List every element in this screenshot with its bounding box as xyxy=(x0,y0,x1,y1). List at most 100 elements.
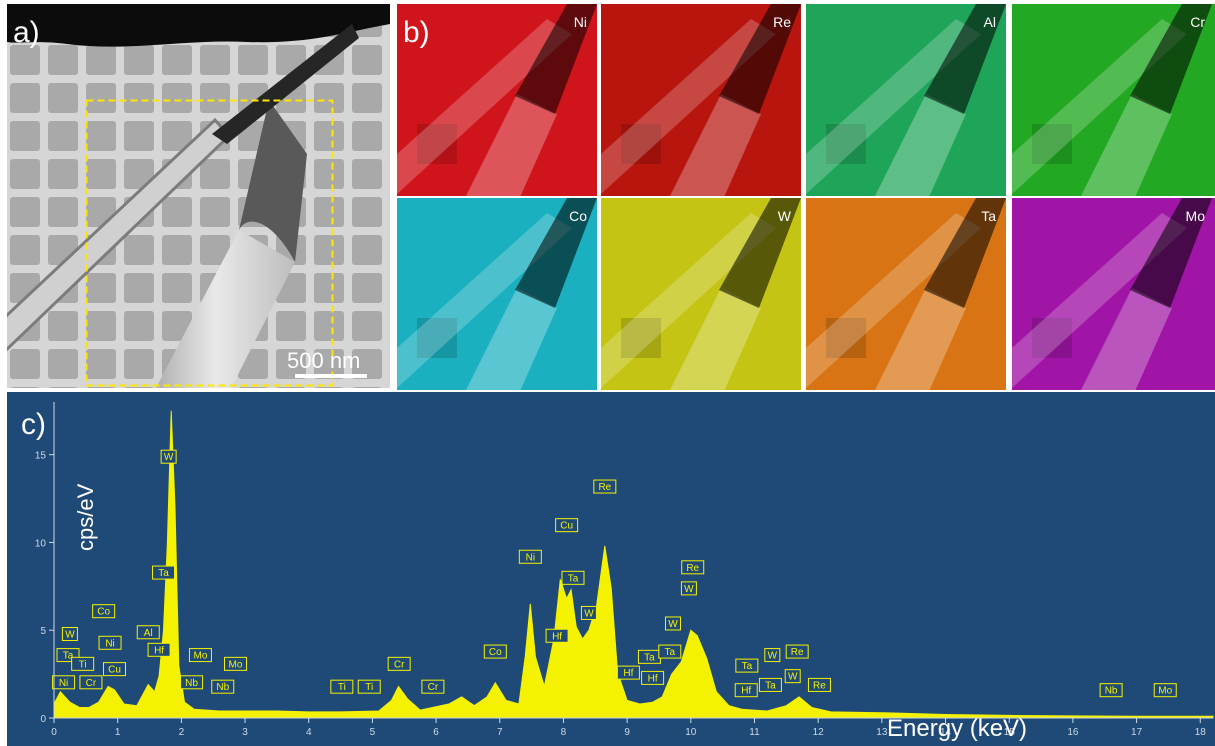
peak-label-box xyxy=(664,616,681,631)
peak-label-text: W xyxy=(768,651,778,662)
peak-label-text: Re xyxy=(813,680,826,691)
peak-label: Ta xyxy=(637,649,661,664)
peak-label: Cr xyxy=(421,679,445,694)
x-tick-label: 3 xyxy=(242,727,248,738)
map-element-label: Co xyxy=(569,208,587,224)
peak-label: Hf xyxy=(147,642,171,657)
peak-label: Re xyxy=(785,644,809,659)
peak-label: Nb xyxy=(1099,683,1123,698)
peak-label: Cr xyxy=(79,675,103,690)
peak-label: Al xyxy=(136,625,160,640)
peak-label-text: Cu xyxy=(108,665,121,676)
peak-label: Ta xyxy=(758,677,782,692)
peak-label-box xyxy=(152,565,176,580)
peak-label: W xyxy=(664,616,681,631)
peak-label-box xyxy=(71,656,95,671)
peak-label-box xyxy=(61,627,78,642)
peak-label-text: W xyxy=(684,584,694,595)
peak-label-text: Ni xyxy=(105,638,114,649)
peak-label-text: Al xyxy=(144,628,153,639)
peak-label-box xyxy=(785,644,809,659)
x-tick-label: 12 xyxy=(813,727,825,738)
peak-label: W xyxy=(580,605,597,620)
x-tick-label: 9 xyxy=(624,727,630,738)
spectrum-series xyxy=(53,410,1214,719)
peak-label-text: Re xyxy=(686,563,699,574)
peak-label-box xyxy=(223,656,247,671)
x-tick-label: 18 xyxy=(1195,727,1207,738)
peak-label-text: Hf xyxy=(741,686,751,697)
peak-label: W xyxy=(764,648,781,663)
peak-label: Mo xyxy=(188,648,212,663)
map-image-w xyxy=(601,198,801,390)
peak-label-box xyxy=(483,644,507,659)
peak-label-text: Nb xyxy=(216,682,229,693)
peak-label-text: Cr xyxy=(86,678,97,689)
peak-label-box xyxy=(52,675,76,690)
peak-label: Hf xyxy=(545,628,569,643)
peak-label-text: Ta xyxy=(765,680,776,691)
x-tick-label: 7 xyxy=(497,727,503,738)
map-image-ta xyxy=(806,198,1006,390)
peak-label-box xyxy=(98,635,122,650)
map-element-label: Al xyxy=(983,14,996,30)
x-tick-label: 15 xyxy=(1004,727,1016,738)
peak-label-text: Ta xyxy=(63,651,74,662)
peak-label: Mo xyxy=(1153,683,1177,698)
peak-label-text: W xyxy=(668,619,678,630)
peak-label: Nb xyxy=(211,679,235,694)
peak-label-box xyxy=(387,656,411,671)
peak-label-box xyxy=(555,518,579,533)
peak-label-box xyxy=(641,670,665,685)
map-tile-w: W xyxy=(601,198,801,390)
peak-label-text: Mo xyxy=(1158,686,1172,697)
peak-label: Co xyxy=(92,604,116,619)
peak-label-text: Ti xyxy=(365,682,373,693)
peak-label: Ni xyxy=(518,549,542,564)
peak-label-box xyxy=(160,449,177,464)
map-tile-al: Al xyxy=(806,4,1006,196)
peak-label-text: Cr xyxy=(428,682,439,693)
peak-label-box xyxy=(735,658,759,673)
peak-label: Ta xyxy=(735,658,759,673)
peak-label: Co xyxy=(483,644,507,659)
peak-label-text: Cr xyxy=(394,659,405,670)
peak-label-text: Ni xyxy=(526,552,535,563)
peak-label: Ta xyxy=(561,570,585,585)
x-tick-label: 16 xyxy=(1067,727,1079,738)
peak-label-text: Nb xyxy=(1105,686,1118,697)
y-axis-label: cps/eV xyxy=(73,483,98,551)
region-of-interest-box xyxy=(85,99,334,387)
peak-label-box xyxy=(518,549,542,564)
peak-label: Ta xyxy=(152,565,176,580)
map-image-ni xyxy=(397,4,597,196)
peak-label-text: Hf xyxy=(648,673,658,684)
peak-label: Cr xyxy=(387,656,411,671)
peak-label-text: Co xyxy=(97,607,110,618)
peak-label-box xyxy=(79,675,103,690)
peak-label-text: Ta xyxy=(742,661,753,672)
x-tick-label: 13 xyxy=(876,727,888,738)
map-tile-cr: Cr xyxy=(1012,4,1215,196)
peak-label-text: Mo xyxy=(194,651,208,662)
x-tick-label: 17 xyxy=(1131,727,1143,738)
map-tile-mo: Mo xyxy=(1012,198,1215,390)
peak-label-box xyxy=(102,662,126,677)
x-tick-label: 10 xyxy=(685,727,697,738)
x-tick-label: 1 xyxy=(115,727,121,738)
peak-label-text: Ti xyxy=(79,659,87,670)
peak-label: Cu xyxy=(555,518,579,533)
x-tick-label: 2 xyxy=(179,727,185,738)
map-image-cr xyxy=(1012,4,1212,196)
peak-label-text: W xyxy=(788,672,798,683)
y-tick-label: 15 xyxy=(35,451,47,462)
peak-label-box xyxy=(545,628,569,643)
peak-label: Hf xyxy=(616,665,640,680)
peak-label-box xyxy=(180,675,204,690)
map-image-al xyxy=(806,4,1006,196)
map-element-label: Cr xyxy=(1190,14,1205,30)
tem-image-panel: a) 500 nm xyxy=(7,4,390,388)
peak-label-text: Ni xyxy=(59,678,68,689)
peak-label-box xyxy=(764,648,781,663)
peak-label-box xyxy=(188,648,212,663)
